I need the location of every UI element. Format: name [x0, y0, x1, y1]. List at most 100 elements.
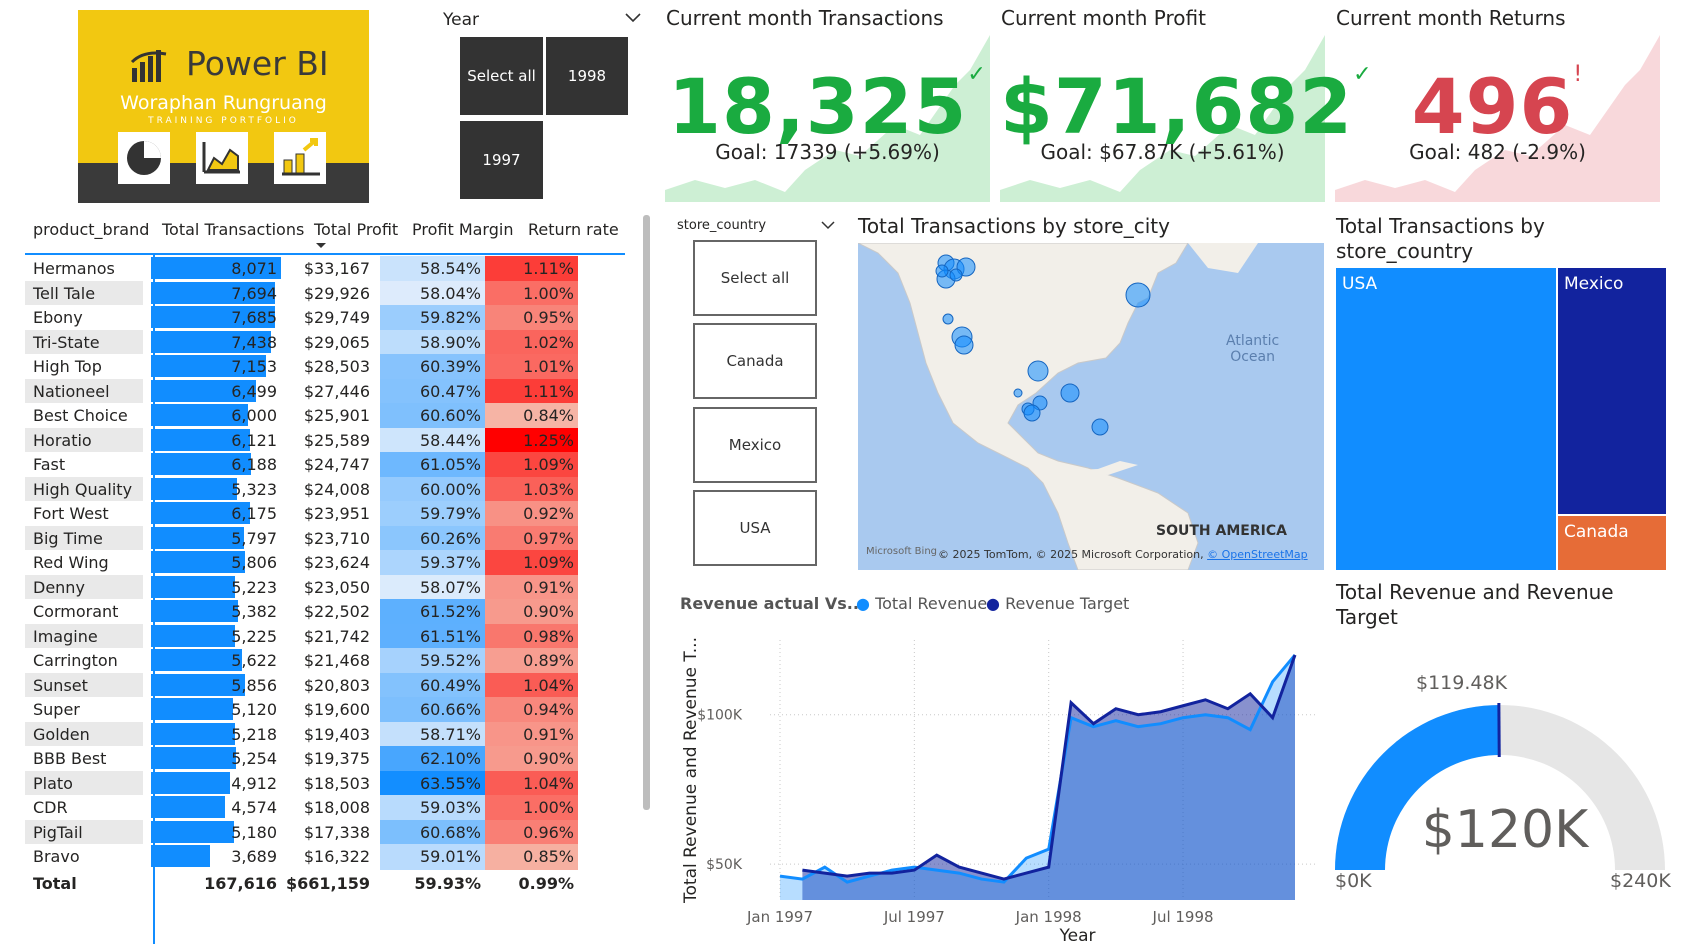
transactions-bar: [151, 820, 234, 843]
cell-profit: $29,065: [303, 332, 370, 352]
cell-return-rate: 0.84%: [485, 403, 578, 429]
col-header-margin[interactable]: Profit Margin: [412, 220, 514, 239]
country-option-usa[interactable]: USA: [693, 490, 817, 566]
logo-author: Woraphan Rungruang: [120, 92, 327, 114]
table-row[interactable]: Ebony 7,685 $29,749 59.82% 0.95%: [25, 305, 625, 331]
cell-brand: Bravo: [33, 847, 80, 866]
cell-brand: Fort West: [33, 504, 109, 523]
table-scrollbar[interactable]: [643, 215, 650, 810]
table-row[interactable]: PigTail 5,180 $17,338 60.68% 0.96%: [25, 819, 625, 846]
gauge-min-label: $0K: [1335, 870, 1372, 892]
cell-return-rate: 0.92%: [485, 501, 578, 527]
cell-return-rate: 0.94%: [485, 697, 578, 723]
table-row[interactable]: Fast 6,188 $24,747 61.05% 1.09%: [25, 452, 625, 478]
table-row[interactable]: Red Wing 5,806 $23,624 59.37% 1.09%: [25, 550, 625, 576]
legend-revenue-target[interactable]: ● Revenue Target: [986, 594, 1130, 613]
year-option-select-all[interactable]: Select all: [460, 37, 543, 115]
treemap-mexico[interactable]: Mexico: [1558, 268, 1666, 514]
table-row[interactable]: Tri-State 7,438 $29,065 58.90% 1.02%: [25, 329, 625, 356]
cell-profit: $18,503: [303, 773, 370, 793]
table-row[interactable]: BBB Best 5,254 $19,375 62.10% 0.90%: [25, 746, 625, 772]
table-row[interactable]: Carrington 5,622 $21,468 59.52% 0.89%: [25, 648, 625, 674]
table-row[interactable]: Hermanos 8,071 $33,167 58.54% 1.11%: [25, 256, 625, 282]
treemap-canada[interactable]: Canada: [1558, 516, 1666, 570]
table-row[interactable]: High Quality 5,323 $24,008 60.00% 1.03%: [25, 476, 625, 503]
revenue-line-chart[interactable]: $50K $100K Jan 1997 Jul 1997 Jan 1998 Jul 199…: [670, 620, 1320, 947]
cell-profit: $16,322: [303, 847, 370, 866]
cell-transactions: 5,225: [231, 626, 277, 646]
ocean-label: Atlantic Ocean: [1226, 333, 1280, 365]
osm-link[interactable]: © OpenStreetMap: [1207, 548, 1308, 561]
cell-return-rate: 0.97%: [485, 525, 578, 552]
cell-brand: Super: [33, 700, 80, 719]
table-row[interactable]: Bravo 3,689 $16,322 59.01% 0.85%: [25, 844, 625, 870]
table-row[interactable]: Golden 5,218 $19,403 58.71% 0.91%: [25, 721, 625, 748]
cell-return-rate: 0.91%: [485, 574, 578, 601]
col-header-profit[interactable]: Total Profit: [314, 220, 399, 239]
x-tick-label: Jul 1998: [1152, 908, 1214, 926]
cell-profit: $19,403: [303, 724, 370, 744]
legend-total-revenue[interactable]: ● Total Revenue: [856, 594, 988, 613]
cell-margin: 59.82%: [380, 305, 485, 331]
country-option-mexico[interactable]: Mexico: [693, 407, 817, 483]
cell-brand: High Quality: [33, 479, 133, 499]
table-row[interactable]: Horatio 6,121 $25,589 58.44% 1.25%: [25, 427, 625, 454]
year-option-1997[interactable]: 1997: [460, 121, 543, 199]
table-row[interactable]: CDR 4,574 $18,008 59.03% 1.00%: [25, 795, 625, 821]
cell-brand: Hermanos: [33, 259, 115, 278]
store-city-map[interactable]: Atlantic Ocean SOUTH AMERICA Microsoft B…: [858, 243, 1324, 570]
cell-transactions: 7,694: [231, 283, 277, 303]
cell-margin: 59.52%: [380, 648, 485, 674]
table-row[interactable]: Plato 4,912 $18,503 63.55% 1.04%: [25, 770, 625, 797]
year-option-1998[interactable]: 1998: [546, 37, 628, 115]
table-row[interactable]: Imagine 5,225 $21,742 61.51% 0.98%: [25, 623, 625, 650]
country-option-select-all[interactable]: Select all: [693, 240, 817, 316]
table-row[interactable]: Denny 5,223 $23,050 58.07% 0.91%: [25, 574, 625, 601]
table-row[interactable]: Super 5,120 $19,600 60.66% 0.94%: [25, 697, 625, 723]
cell-margin: 60.47%: [380, 378, 485, 405]
x-tick-label: Jan 1998: [1015, 908, 1082, 926]
gauge-fill: [1335, 705, 1500, 870]
transactions-bar: [151, 453, 251, 475]
transactions-bar: [151, 257, 281, 279]
chevron-down-icon[interactable]: [820, 220, 836, 230]
x-axis-label: Year: [1059, 926, 1096, 946]
table-row[interactable]: Best Choice 6,000 $25,901 60.60% 0.84%: [25, 403, 625, 429]
cell-profit: $19,600: [303, 700, 370, 719]
table-row[interactable]: Tell Tale 7,694 $29,926 58.04% 1.00%: [25, 280, 625, 307]
logo-subtitle: TRAINING PORTFOLIO: [148, 116, 299, 126]
cell-brand: Fast: [33, 455, 66, 474]
cell-profit: $20,803: [303, 675, 370, 695]
cell-profit: $17,338: [303, 822, 370, 842]
cell-transactions: 7,438: [231, 332, 277, 352]
chevron-down-icon[interactable]: [624, 12, 642, 24]
table-row[interactable]: Cormorant 5,382 $22,502 61.52% 0.90%: [25, 599, 625, 625]
table-row[interactable]: Sunset 5,856 $20,803 60.49% 1.04%: [25, 672, 625, 699]
treemap-title: Total Transactions by store_country: [1336, 214, 1545, 263]
cell-transactions: 6,499: [231, 381, 277, 401]
cell-margin: 61.05%: [380, 452, 485, 478]
line-chart-title: Revenue actual Vs...: [680, 594, 865, 613]
cell-return-rate: 1.00%: [485, 795, 578, 821]
col-header-return-rate[interactable]: Return rate: [528, 220, 619, 239]
kpi-trend-area: [665, 35, 990, 202]
cell-brand: Sunset: [33, 675, 88, 695]
table-row[interactable]: Fort West 6,175 $23,951 59.79% 0.92%: [25, 501, 625, 527]
table-row[interactable]: Big Time 5,797 $23,710 60.26% 0.97%: [25, 525, 625, 552]
legend-dot: ●: [856, 594, 870, 613]
cell-margin: 61.52%: [380, 599, 485, 625]
col-header-brand[interactable]: product_brand: [33, 220, 150, 239]
country-option-canada[interactable]: Canada: [693, 323, 817, 399]
cell-brand: CDR: [33, 798, 68, 817]
treemap-usa[interactable]: USA: [1336, 268, 1556, 570]
cell-profit: $18,008: [303, 798, 370, 817]
y-axis-label: Total Revenue and Revenue T...: [681, 637, 701, 904]
cell-profit: $21,742: [303, 626, 370, 646]
table-row[interactable]: High Top 7,153 $28,503 60.39% 1.01%: [25, 354, 625, 380]
cell-profit: $22,502: [303, 602, 370, 621]
cell-return-rate: 1.09%: [485, 550, 578, 576]
cell-profit: $27,446: [303, 381, 370, 401]
table-row[interactable]: Nationeel 6,499 $27,446 60.47% 1.11%: [25, 378, 625, 405]
col-header-transactions[interactable]: Total Transactions: [162, 220, 305, 239]
transactions-bar: [151, 428, 250, 451]
